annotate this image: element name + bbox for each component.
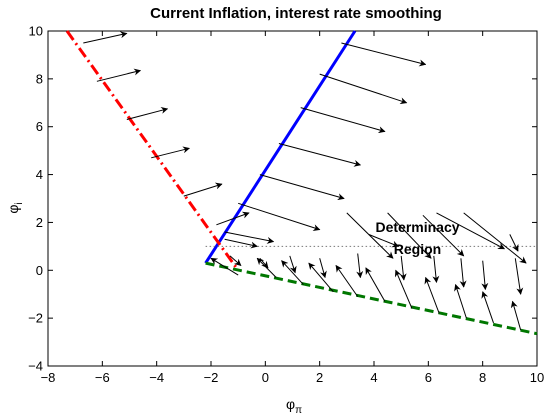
series-dash-dot-line xyxy=(65,30,240,272)
y-tick-label: 8 xyxy=(36,71,43,86)
vector-arrow xyxy=(432,255,440,283)
vector-arrow xyxy=(463,212,527,264)
plot-frame xyxy=(47,30,538,367)
vector-arrow xyxy=(224,238,258,249)
vector-arrow xyxy=(96,68,142,82)
y-tick-label: 10 xyxy=(29,24,43,39)
vector-arrow xyxy=(319,258,327,279)
x-tick-label: −4 xyxy=(149,370,164,385)
vector-arrow xyxy=(210,257,239,276)
vector-arrow xyxy=(83,31,128,44)
vector-arrow xyxy=(278,143,362,167)
series-dashed-line xyxy=(205,261,538,336)
y-tick-label: 4 xyxy=(36,167,43,182)
vector-arrow xyxy=(399,255,407,281)
vector-arrow xyxy=(509,234,519,252)
x-tick-label: 2 xyxy=(316,370,323,385)
vector-arrow xyxy=(481,260,489,291)
vector-arrow xyxy=(238,202,321,231)
vector-arrow xyxy=(341,42,427,67)
x-tick-label: −2 xyxy=(204,370,219,385)
vector-arrow xyxy=(229,255,242,266)
x-tick-label: 8 xyxy=(479,370,486,385)
vector-arrow xyxy=(481,291,494,324)
vector-arrow xyxy=(368,233,400,248)
y-tick-label: −2 xyxy=(28,311,43,326)
vector-arrow xyxy=(151,146,190,159)
vector-arrow xyxy=(319,73,408,105)
vector-arrow xyxy=(259,174,345,201)
vector-arrow xyxy=(436,212,506,250)
y-tick-label: 6 xyxy=(36,119,43,134)
plot-area: Determinacy Region xyxy=(47,30,538,367)
vector-arrow xyxy=(335,264,359,297)
vector-arrow xyxy=(514,258,524,295)
y-tick-label: 2 xyxy=(36,215,43,230)
vector-arrow xyxy=(216,211,250,226)
x-axis-label: φπ xyxy=(286,396,302,416)
vector-arrow xyxy=(183,182,223,197)
x-tick-label: −6 xyxy=(95,370,110,385)
x-axis: −8 −6 −4 −2 0 2 4 6 8 10 xyxy=(41,31,544,385)
y-axis-label: φi xyxy=(5,202,25,213)
vector-arrow xyxy=(126,107,169,120)
vector-arrow xyxy=(289,255,297,274)
x-tick-label: 4 xyxy=(370,370,377,385)
x-tick-label: 0 xyxy=(262,370,269,385)
y-tick-label: 0 xyxy=(36,263,43,278)
vector-arrow xyxy=(454,283,467,319)
vector-arrow xyxy=(394,269,413,309)
vector-arrow xyxy=(346,212,394,259)
vector-arrow xyxy=(510,300,522,331)
x-tick-label: 10 xyxy=(530,370,544,385)
vector-arrow xyxy=(422,214,465,257)
vector-arrow xyxy=(259,257,269,269)
y-tick-label: −4 xyxy=(28,359,43,374)
vector-arrow xyxy=(224,231,275,244)
vector-arrow xyxy=(387,212,432,259)
vector-arrow xyxy=(424,276,440,314)
vector-arrow xyxy=(365,267,386,302)
annotation-line: Determinacy xyxy=(375,219,459,235)
annotation-line: Region xyxy=(394,241,441,257)
chart-title: Current Inflation, interest rate smoothi… xyxy=(150,5,442,22)
vector-arrow xyxy=(300,107,386,134)
vector-arrow xyxy=(356,253,364,279)
x-tick-label: −8 xyxy=(41,370,56,385)
vector-arrow xyxy=(459,258,467,288)
x-tick-label: 6 xyxy=(425,370,432,385)
series-solid-line xyxy=(204,30,357,264)
y-axis: −4 −2 0 2 4 6 8 10 xyxy=(28,24,537,374)
